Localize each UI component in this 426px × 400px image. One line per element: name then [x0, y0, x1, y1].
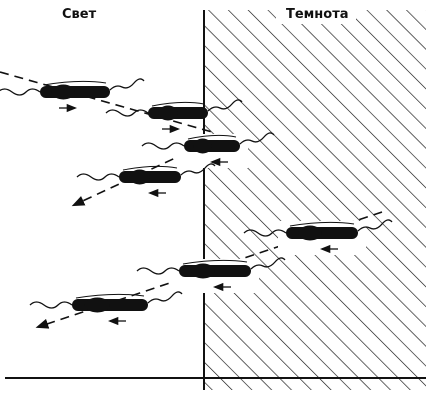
bacterium — [29, 291, 183, 326]
bacterium-bulge — [51, 84, 75, 100]
flagellum — [239, 132, 275, 145]
flagellum — [136, 267, 180, 275]
bacterium-outline — [289, 221, 355, 227]
bacterium — [0, 78, 145, 113]
flagellum — [29, 301, 73, 309]
flagellum — [243, 229, 287, 237]
bacterium-bulge — [129, 169, 151, 185]
light-label: Свет — [62, 7, 97, 22]
bacterium — [243, 219, 393, 255]
bacterium-outline — [182, 259, 248, 265]
bacterium — [105, 99, 243, 134]
path-1 — [0, 71, 213, 133]
bacterium-bulge — [298, 225, 322, 241]
bacterium-outline — [187, 134, 237, 140]
bacterium-bulge — [193, 138, 213, 154]
bacterium-outline — [43, 80, 107, 86]
bacterium-outline — [122, 165, 178, 171]
bacterium-bulge — [84, 297, 111, 313]
dark-label: Темнота — [286, 7, 349, 22]
bacterium-bulge — [158, 105, 178, 121]
dark-zone — [204, 10, 426, 390]
flagellum — [250, 257, 286, 270]
bacterium-outline — [151, 101, 205, 107]
bacterium — [141, 132, 275, 168]
flagellum — [207, 99, 243, 112]
bacterium-body — [40, 86, 110, 98]
flagellum — [180, 163, 216, 176]
bacterium-bulge — [191, 263, 215, 279]
flagellum — [357, 219, 393, 232]
flagellum — [0, 88, 41, 96]
flagellum — [105, 109, 149, 117]
bacterium — [76, 163, 216, 198]
label-backdrop — [276, 4, 356, 24]
flagellum — [109, 78, 145, 91]
flagellum — [147, 291, 183, 304]
flagellum — [141, 142, 185, 150]
bacterium — [136, 257, 286, 293]
flagellum — [76, 173, 120, 181]
bacterium-outline — [75, 293, 145, 299]
